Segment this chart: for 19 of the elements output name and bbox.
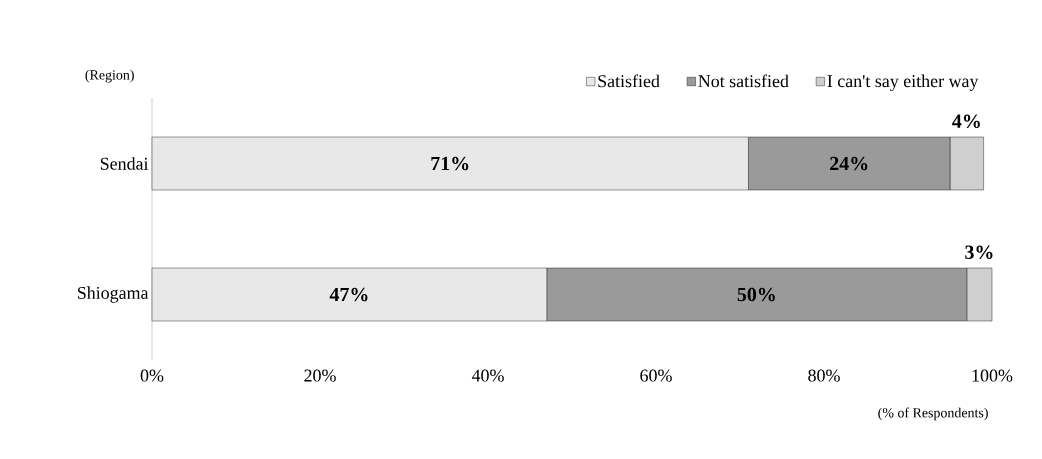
- legend-label: Satisfied: [598, 74, 660, 88]
- x-tick-label: 0%: [140, 369, 164, 382]
- x-tick-label: 80%: [808, 369, 840, 382]
- legend-label: Not satisfied: [698, 74, 789, 88]
- text: 4%: [952, 114, 980, 128]
- legend-label: I can't say either way: [827, 74, 979, 91]
- x-tick-label: 40%: [471, 369, 504, 382]
- x-tick-label: 60%: [640, 369, 672, 382]
- y-tick-label: Shiogama: [77, 286, 149, 303]
- text: 47%: [329, 287, 368, 302]
- text: 3%: [965, 245, 993, 259]
- x-axis-title: (% of Respondents): [878, 407, 988, 421]
- y-tick-label: Sendai: [100, 157, 149, 170]
- text: 50%: [737, 287, 775, 302]
- y-axis-title: (Region): [85, 69, 134, 83]
- x-tick-label: 20%: [304, 369, 336, 382]
- text: 71%: [431, 156, 469, 171]
- text: 24%: [830, 156, 868, 171]
- x-tick-label: 100%: [972, 369, 1013, 382]
